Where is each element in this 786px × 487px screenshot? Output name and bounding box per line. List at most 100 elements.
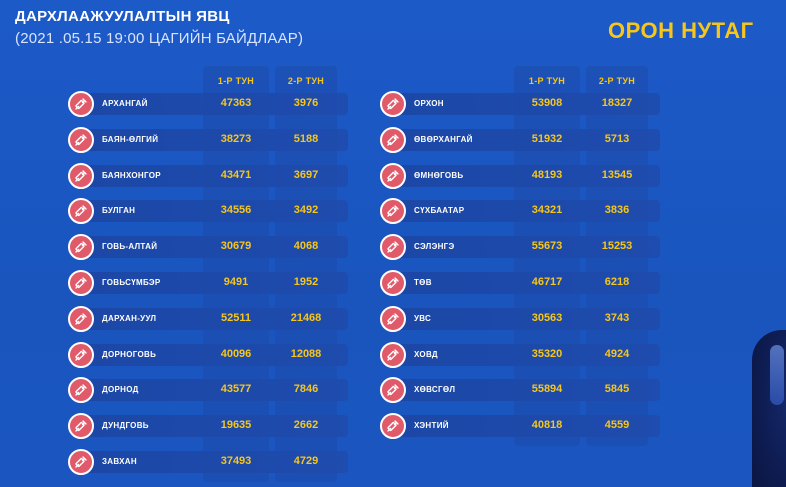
row-bar bbox=[392, 128, 660, 151]
province-name: ӨВӨРХАНГАЙ bbox=[414, 134, 473, 144]
table-row: СЭЛЭНГЭ 55673 15253 bbox=[380, 234, 660, 261]
table-row: ДАРХАН-УУЛ 52511 21468 bbox=[68, 305, 348, 332]
dose1-value: 55894 bbox=[531, 383, 563, 396]
dose1-value: 53908 bbox=[531, 97, 563, 109]
table-row: ДОРНОД 43577 7846 bbox=[68, 377, 348, 404]
row-bar bbox=[80, 343, 348, 366]
table-row: ОРХОН 53908 18327 bbox=[380, 91, 660, 117]
syringe-badge bbox=[68, 126, 94, 153]
table-row: ХӨВСГӨЛ 55894 5845 bbox=[380, 377, 660, 404]
dose1-value: 52511 bbox=[221, 311, 251, 324]
dose2-value: 7846 bbox=[293, 383, 319, 396]
table-row: БАЯН-ӨЛГИЙ 38273 5188 bbox=[68, 126, 348, 153]
dose2-value: 4559 bbox=[604, 419, 630, 432]
syringe-icon bbox=[387, 134, 399, 146]
dose1-value: 19635 bbox=[220, 419, 252, 432]
row-bar bbox=[392, 200, 660, 223]
province-name: ДОРНОД bbox=[102, 385, 139, 395]
syringe-icon bbox=[387, 241, 399, 253]
dose1-value: 40096 bbox=[220, 347, 252, 360]
province-name: БАЯНХОНГОР bbox=[102, 170, 161, 180]
syringe-icon bbox=[75, 98, 87, 110]
syringe-badge bbox=[380, 413, 406, 440]
syringe-badge bbox=[68, 198, 94, 225]
dose2-value: 5845 bbox=[604, 383, 630, 396]
dose1-value: 35320 bbox=[531, 347, 563, 360]
syringe-icon bbox=[387, 420, 399, 432]
region-title: ОРОН НУТАГ bbox=[608, 18, 754, 43]
table-row: ТӨВ 46717 6218 bbox=[380, 270, 660, 296]
syringe-badge bbox=[380, 270, 406, 296]
row-bar bbox=[392, 307, 660, 330]
syringe-icon bbox=[387, 384, 399, 397]
dose1-value: 30563 bbox=[531, 311, 563, 324]
dose2-value: 4729 bbox=[293, 455, 319, 467]
row-bar bbox=[80, 236, 348, 259]
syringe-icon bbox=[75, 348, 87, 361]
row-bar bbox=[392, 415, 660, 438]
syringe-icon bbox=[75, 420, 87, 432]
syringe-badge bbox=[380, 341, 406, 368]
province-name: ӨМНӨГОВЬ bbox=[414, 170, 464, 180]
dose2-value: 5713 bbox=[604, 132, 630, 145]
province-name: СҮХБААТАР bbox=[414, 206, 465, 216]
province-name: ГОВЬСҮМБЭР bbox=[102, 278, 161, 287]
syringe-icon bbox=[75, 169, 87, 182]
syringe-icon bbox=[75, 277, 87, 289]
syringe-icon bbox=[387, 348, 399, 361]
dose1-value: 48193 bbox=[531, 168, 563, 181]
table-row: УВС 30563 3743 bbox=[380, 305, 660, 332]
dose2-value: 15253 bbox=[601, 240, 633, 253]
dose2-value: 3492 bbox=[293, 204, 319, 217]
dose1-value: 43577 bbox=[220, 383, 252, 396]
row-bar bbox=[80, 379, 348, 402]
dose2-value: 6218 bbox=[604, 276, 630, 288]
province-name: БУЛГАН bbox=[102, 206, 136, 216]
province-name: ГОВЬ-АЛТАЙ bbox=[102, 242, 158, 252]
dose1-value: 46717 bbox=[531, 276, 563, 288]
province-name: ДУНДГОВЬ bbox=[102, 421, 149, 431]
syringe-badge bbox=[68, 377, 94, 404]
province-name: ХОВД bbox=[414, 349, 438, 359]
row-bar bbox=[80, 415, 348, 438]
row-bar bbox=[80, 307, 348, 330]
table-row: ГОВЬ-АЛТАЙ 30679 4068 bbox=[68, 234, 348, 261]
dose2-value: 21468 bbox=[290, 311, 322, 324]
table-row: СҮХБААТАР 34321 3836 bbox=[380, 198, 660, 225]
presenter-highlight bbox=[770, 345, 784, 405]
table-row: ДОРНОГОВЬ 40096 12088 bbox=[68, 341, 348, 368]
syringe-badge bbox=[68, 449, 94, 475]
syringe-badge bbox=[68, 91, 94, 117]
dose2-value: 3836 bbox=[604, 204, 630, 217]
syringe-icon bbox=[387, 98, 399, 110]
syringe-badge bbox=[68, 305, 94, 332]
syringe-icon bbox=[75, 384, 87, 397]
dose1-value: 55673 bbox=[531, 240, 563, 253]
syringe-badge bbox=[380, 198, 406, 225]
syringe-badge bbox=[380, 377, 406, 404]
dose2-value: 2662 bbox=[293, 419, 319, 432]
province-name: ДОРНОГОВЬ bbox=[102, 349, 157, 359]
syringe-icon bbox=[75, 205, 87, 218]
syringe-icon bbox=[75, 313, 87, 325]
row-bar bbox=[80, 272, 348, 294]
dose1-value: 47363 bbox=[220, 97, 252, 109]
province-name: ЗАВХАН bbox=[102, 457, 137, 466]
syringe-icon bbox=[387, 313, 399, 325]
dose1-value: 43471 bbox=[220, 168, 252, 181]
row-bar bbox=[392, 343, 660, 366]
left-dose2-header: 2-Р ТУН bbox=[287, 76, 325, 86]
dose2-value: 1952 bbox=[293, 276, 319, 288]
row-bar bbox=[80, 93, 348, 115]
syringe-badge bbox=[380, 305, 406, 332]
syringe-badge bbox=[380, 162, 406, 189]
province-name: АРХАНГАЙ bbox=[102, 99, 148, 108]
row-bar bbox=[392, 164, 660, 187]
row-bar bbox=[80, 128, 348, 151]
dose1-value: 9491 bbox=[223, 276, 249, 288]
syringe-badge bbox=[380, 91, 406, 117]
table-row: БУЛГАН 34556 3492 bbox=[68, 198, 348, 225]
table-row: ГОВЬСҮМБЭР 9491 1952 bbox=[68, 270, 348, 296]
row-bar bbox=[392, 93, 660, 115]
province-name: БАЯН-ӨЛГИЙ bbox=[102, 134, 159, 144]
